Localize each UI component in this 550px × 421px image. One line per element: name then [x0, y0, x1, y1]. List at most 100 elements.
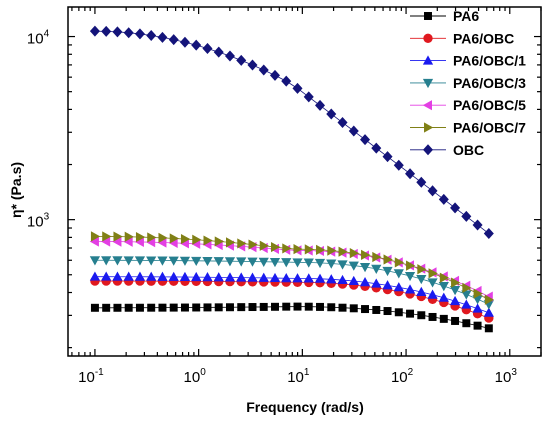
data-point: [483, 307, 494, 317]
data-point: [224, 50, 235, 62]
data-point: [236, 257, 247, 267]
data-point: [191, 39, 202, 51]
data-point: [112, 256, 123, 266]
data-point: [89, 271, 101, 281]
data-point: [393, 269, 404, 279]
data-point: [123, 256, 134, 266]
data-point: [112, 271, 123, 281]
legend-marker: [424, 122, 434, 133]
data-point: [158, 303, 167, 312]
data-point: [179, 36, 190, 48]
plot-frame: [67, 6, 542, 357]
data-point: [202, 272, 213, 282]
data-point: [203, 303, 212, 312]
data-point: [213, 257, 224, 267]
data-point: [113, 231, 123, 242]
data-point: [327, 303, 336, 312]
data-point: [349, 304, 358, 313]
data-point: [303, 258, 314, 268]
data-point: [112, 26, 123, 38]
data-point: [359, 263, 371, 273]
data-point: [348, 261, 359, 271]
data-point: [292, 273, 303, 283]
data-point: [327, 245, 337, 256]
series-pa6-obc-3: [89, 256, 494, 310]
data-point: [449, 295, 461, 306]
data-point: [124, 303, 133, 312]
data-point: [214, 303, 223, 312]
data-point: [473, 288, 483, 299]
data-point: [393, 282, 404, 292]
data-point: [271, 241, 281, 253]
legend-entry: PA6/OBC/7: [410, 120, 526, 136]
data-point: [404, 271, 416, 282]
data-point: [135, 231, 146, 243]
data-point: [282, 243, 292, 254]
legend-marker: [422, 55, 434, 65]
data-point: [247, 257, 258, 267]
data-point: [361, 249, 371, 260]
legend-marker: [422, 100, 432, 111]
data-point: [382, 280, 393, 290]
data-point: [258, 272, 269, 282]
data-point: [157, 256, 168, 266]
data-point: [258, 257, 269, 267]
data-point: [134, 271, 146, 281]
data-point: [179, 256, 191, 266]
x-tick-label: 100: [184, 367, 207, 386]
y-tick-label: 103: [27, 212, 50, 231]
data-point: [484, 294, 495, 305]
data-point: [102, 231, 112, 242]
data-point: [89, 25, 100, 37]
data-point: [449, 286, 461, 296]
data-point: [146, 29, 157, 41]
data-point: [281, 258, 292, 268]
data-point: [372, 305, 381, 314]
data-point: [484, 324, 493, 333]
data-point: [180, 233, 191, 245]
legend-marker: [422, 144, 434, 156]
data-point: [359, 277, 371, 287]
legend-label: PA6/OBC/7: [453, 120, 526, 136]
legend-entry: PA6/OBC/3: [410, 75, 526, 91]
data-point: [259, 302, 268, 311]
data-point: [462, 282, 472, 294]
data-point: [282, 302, 291, 311]
data-point: [427, 289, 438, 299]
data-point: [224, 272, 236, 282]
data-point: [383, 254, 393, 265]
data-point: [473, 321, 482, 330]
data-point: [135, 303, 144, 312]
data-point: [191, 256, 202, 267]
data-point: [438, 282, 449, 292]
data-point: [472, 303, 483, 313]
data-point: [428, 312, 437, 321]
data-point: [271, 302, 279, 311]
data-point: [406, 260, 416, 271]
data-point: [180, 303, 189, 312]
data-point: [405, 168, 416, 180]
data-point: [101, 256, 112, 266]
data-point: [123, 271, 134, 281]
data-point: [461, 299, 472, 309]
data-point: [281, 273, 292, 283]
x-tick-label: 10-1: [78, 367, 104, 386]
data-point: [439, 272, 450, 283]
data-point: [147, 303, 156, 312]
data-point: [371, 264, 382, 275]
data-point: [314, 258, 326, 269]
legend-marker: [422, 78, 434, 89]
data-point: [237, 303, 246, 312]
legend-entry: PA6/OBC: [410, 30, 514, 46]
data-point: [472, 219, 483, 231]
data-point: [90, 231, 101, 242]
x-tick-label: 103: [495, 367, 518, 386]
data-point: [326, 274, 337, 284]
data-point: [213, 46, 224, 58]
data-point: [451, 316, 460, 325]
data-point: [316, 302, 324, 311]
data-point: [269, 257, 281, 268]
data-point: [293, 302, 302, 311]
data-point: [338, 246, 348, 257]
data-point: [450, 202, 461, 214]
